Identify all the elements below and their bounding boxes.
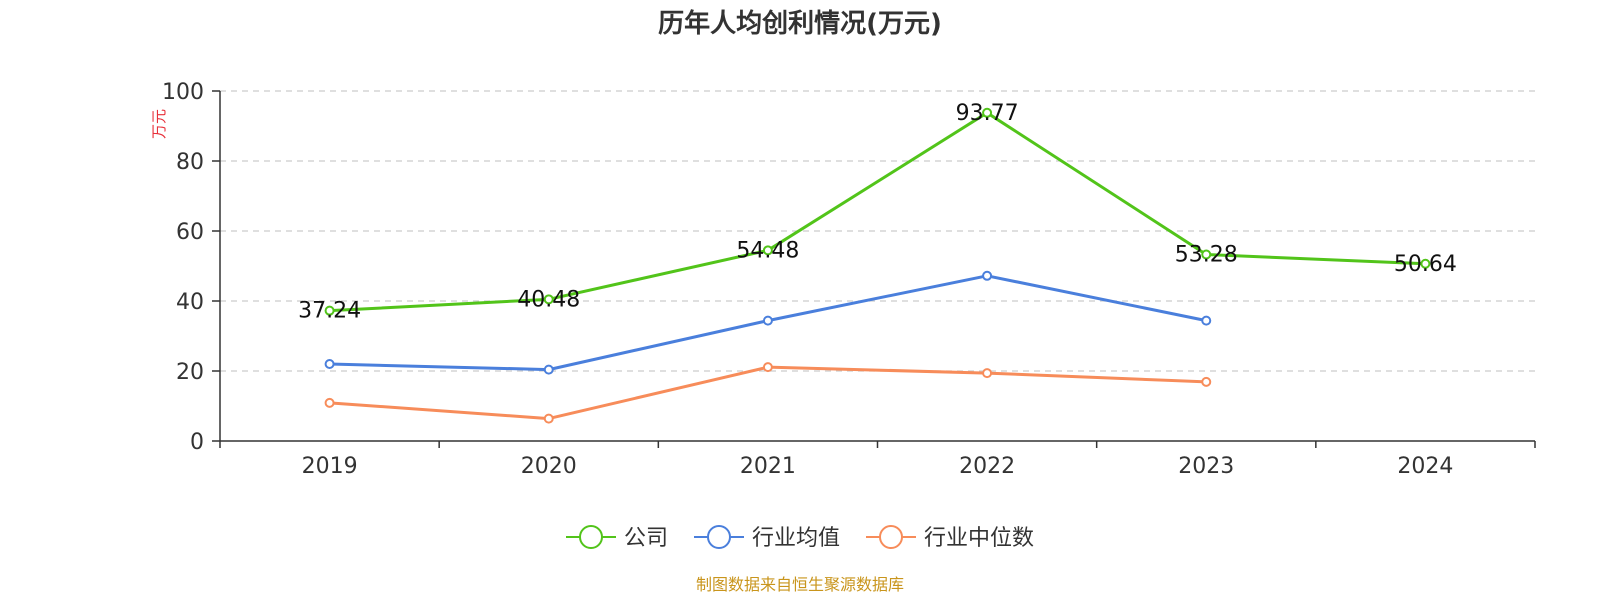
grid-lines xyxy=(220,90,1535,372)
data-point[interactable] xyxy=(1201,315,1212,326)
data-label: 40.48 xyxy=(517,287,580,312)
data-point[interactable] xyxy=(982,270,993,281)
data-label: 53.28 xyxy=(1175,243,1238,268)
data-point[interactable] xyxy=(1201,376,1212,387)
series-line-0 xyxy=(329,111,1426,313)
legend-marker xyxy=(579,525,603,549)
data-point[interactable] xyxy=(762,362,773,373)
legend-marker xyxy=(879,525,903,549)
data-labels: 37.24 40.48 54.48 93.77 53.28 50.64 xyxy=(298,101,1457,324)
y-tick-label: 40 xyxy=(176,290,204,315)
data-point[interactable] xyxy=(1201,249,1212,260)
x-tick-label: 2020 xyxy=(521,454,577,479)
data-point[interactable] xyxy=(324,359,335,369)
legend-label: 行业均值 xyxy=(752,526,840,551)
y-tick-label: 100 xyxy=(162,80,204,105)
data-label: 93.77 xyxy=(956,101,1019,126)
data-point[interactable] xyxy=(543,364,554,375)
data-point[interactable] xyxy=(762,245,773,256)
data-point[interactable] xyxy=(982,107,993,118)
y-tick-label: 80 xyxy=(176,150,204,175)
legend-item-1[interactable]: 行业均值 xyxy=(694,525,840,551)
data-label: 50.64 xyxy=(1394,252,1457,277)
x-tick-label: 2019 xyxy=(302,454,358,479)
data-point[interactable] xyxy=(543,413,554,424)
data-point[interactable] xyxy=(324,397,335,408)
data-point[interactable] xyxy=(762,315,773,326)
y-tick-label: 20 xyxy=(176,360,204,385)
series-line-2 xyxy=(329,365,1207,421)
y-tick-label: 0 xyxy=(190,430,204,455)
legend-label: 行业中位数 xyxy=(924,526,1034,551)
x-tick-label: 2021 xyxy=(740,454,796,479)
legend-item-2[interactable]: 行业中位数 xyxy=(866,525,1034,551)
data-point[interactable] xyxy=(1420,258,1431,269)
legend-item-0[interactable]: 公司 xyxy=(566,525,668,551)
x-tick-label: 2024 xyxy=(1397,454,1453,479)
data-point[interactable] xyxy=(982,368,993,379)
chart-title: 历年人均创利情况(万元) xyxy=(658,8,942,39)
axes: 0 20 40 60 80 100 2019 2020 2021 2022 2023 2024 xyxy=(162,80,1536,479)
data-label: 37.24 xyxy=(298,299,361,324)
source-note: 制图数据来自恒生聚源数据库 xyxy=(696,575,904,594)
x-tick-label: 2023 xyxy=(1178,454,1234,479)
y-axis-label: 万元 xyxy=(150,109,168,139)
legend: 公司 行业均值 行业中位数 xyxy=(566,525,1034,551)
legend-marker xyxy=(707,525,731,549)
data-point[interactable] xyxy=(324,305,335,316)
data-point[interactable] xyxy=(543,294,554,305)
series-layer xyxy=(324,107,1431,424)
y-tick-label: 60 xyxy=(176,220,204,245)
x-tick-label: 2022 xyxy=(959,454,1015,479)
data-label: 54.48 xyxy=(736,238,799,263)
legend-label: 公司 xyxy=(624,526,668,551)
